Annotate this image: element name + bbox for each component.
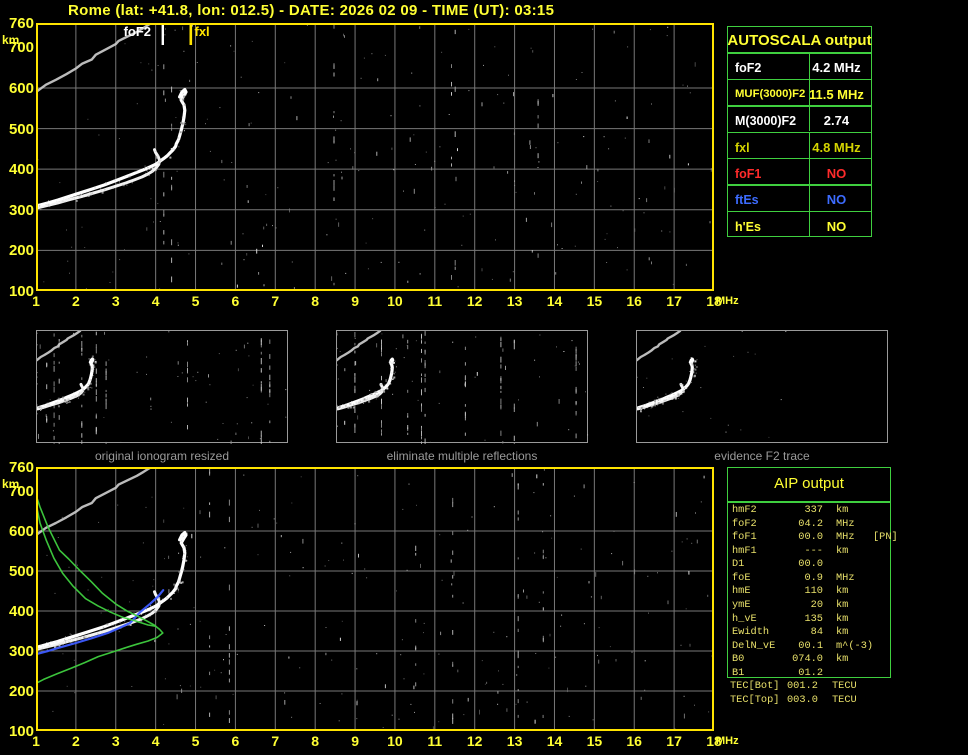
svg-text:fxl: fxl [195,24,210,39]
svg-text:foF2: foF2 [124,24,151,39]
